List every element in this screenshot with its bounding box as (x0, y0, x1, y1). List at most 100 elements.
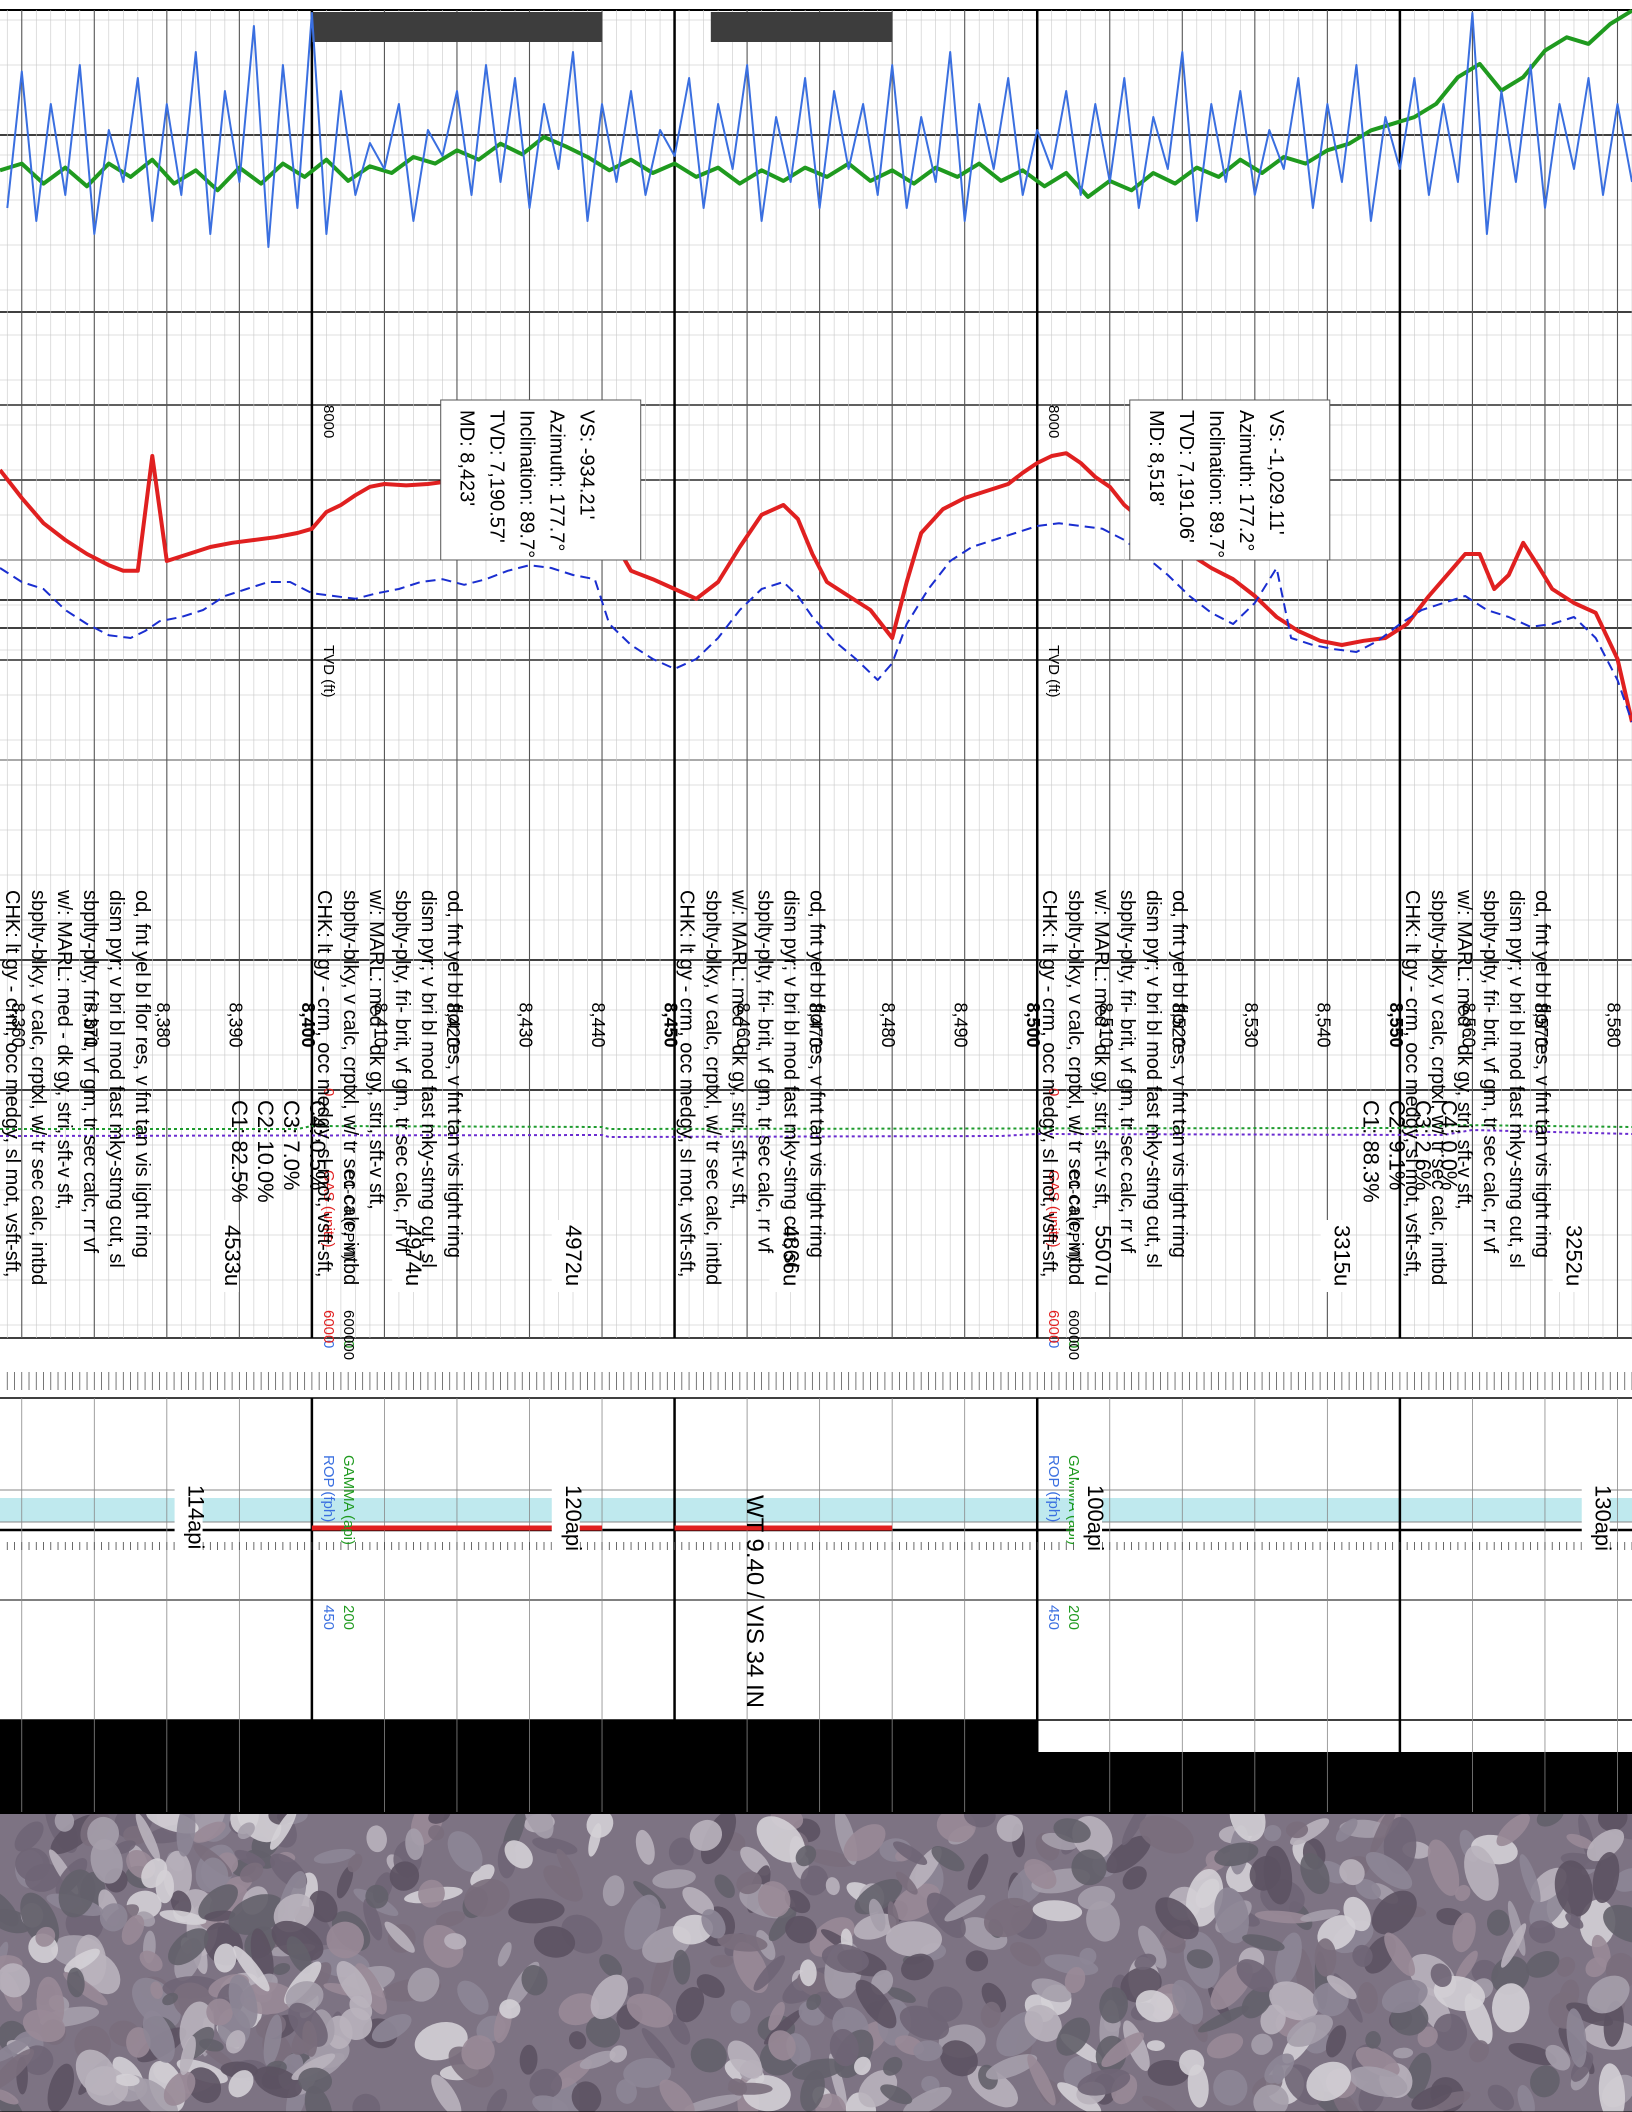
mud-weight-note: WT 9.40 / VIS 34 IN (741, 1495, 768, 1708)
lithology-line: sbplty-blky, v calc, crptxl, w/ tr sec c… (1064, 890, 1086, 1285)
lithology-line: sbplty-plty, fri- brit, vf gm, tr sec ca… (1479, 890, 1501, 1253)
rock-chip (558, 1993, 600, 2026)
rock-chip (1138, 1925, 1167, 1969)
rock-chip (799, 1959, 817, 1987)
rock-chip (800, 1865, 829, 1896)
rock-chip (1053, 1818, 1091, 1843)
rock-chip (206, 1998, 233, 2026)
rock-chip (892, 1883, 940, 1921)
rock-chip (902, 2086, 952, 2112)
rock-chip (753, 1955, 786, 1991)
rock-chip (447, 1831, 483, 1873)
gas-annotation: 4974u (401, 1225, 426, 1286)
lithology-line: sbplty-plty, fri- brit, vf gm, tr sec ca… (391, 890, 413, 1253)
rock-chip (0, 2088, 19, 2105)
rock-chip (684, 2094, 742, 2112)
rock-chip (940, 2040, 978, 2077)
rock-chip (1365, 1852, 1413, 1890)
rock-chip (431, 2074, 462, 2112)
rock-chip (983, 1897, 1034, 1938)
gas-zero: 0 (1045, 1088, 1062, 1096)
rock-chip (1253, 2084, 1289, 2112)
rock-chip (996, 1814, 1024, 1842)
rock-chip (1464, 1845, 1499, 1901)
rock-chip (298, 2067, 333, 2094)
rock-chip (880, 2084, 913, 2105)
rock-chip (308, 1890, 338, 1923)
rock-chip (67, 1967, 85, 1998)
lithology-line: dism pyr; v bri bl mod fast mky-stmg cut… (1142, 890, 1164, 1268)
rock-chip (599, 1954, 623, 1978)
depth-tick-label: 8,570 (1531, 1002, 1551, 1047)
rock-chip (389, 1861, 420, 1891)
rock-chip (885, 1921, 942, 1957)
rock-chip (586, 1810, 614, 1838)
rock-chip (444, 1933, 467, 1950)
c1c4-label: C1-C4 (PPM) (1065, 1170, 1082, 1260)
composition-line: C3: 2.6% (1411, 1100, 1436, 1191)
lithology-line: dism pyr; v bri bl mod fast mky-stmg cut… (417, 890, 439, 1268)
series-c-trace-green (0, 1124, 1632, 1130)
lithology-line: od, fnt yel bl flor res, v fnt tan vis l… (131, 890, 153, 1258)
rock-chip (121, 1914, 145, 1945)
rock-chip (757, 1881, 791, 1918)
composition-line: C4: 0.5% (305, 1100, 330, 1191)
rock-chip (464, 1878, 510, 1917)
rock-chip (428, 1825, 445, 1841)
rock-chip (901, 1953, 934, 1981)
rock-chip (313, 1848, 356, 1864)
rock-chip (1314, 1938, 1337, 1977)
rock-chip (142, 2010, 175, 2063)
rock-chip (1349, 2066, 1408, 2098)
rock-chip (192, 1821, 226, 1843)
rock-chip (602, 1875, 625, 1907)
rock-chip (1556, 1956, 1576, 1977)
series-gas-units- (0, 451, 1632, 723)
rock-chip (579, 2050, 616, 2070)
rock-chip (47, 2063, 75, 2112)
rock-chip (1357, 1982, 1378, 2014)
lithology-line: od, fnt yel bl flor res, v fnt tan vis l… (1168, 890, 1190, 1258)
rock-chip (532, 1837, 578, 1855)
rock-chip (1598, 2063, 1626, 2112)
rock-chip (717, 1933, 768, 1952)
rock-chip (352, 2093, 381, 2112)
lithology-line: sbplty-plty, fri- brit, vf gm, tr sec ca… (1116, 890, 1138, 1253)
rock-chip (1147, 2059, 1189, 2086)
gas-label-box (210, 1220, 239, 1292)
rock-chip (204, 1910, 236, 1922)
rock-chip (1530, 2065, 1560, 2098)
rock-chip (1355, 2046, 1400, 2078)
lithology-line: w/: MARL: med - dk gy, stri, sft-v sft, (1453, 889, 1475, 1210)
rock-chip (1071, 1849, 1107, 1886)
rock-chip (1554, 1860, 1593, 1917)
rock-chip (254, 2066, 302, 2099)
lithology-line: sbplty-plty, fri- brit, vf gm, tr sec ca… (79, 890, 101, 1253)
rock-chip (1325, 2025, 1347, 2058)
rock-chip (168, 1928, 209, 1966)
series-c1-c4-ppm- (0, 522, 1632, 723)
lithology-line: CHK: lt gy - crm, occ medgy, sl mot, vsf… (676, 890, 698, 1277)
rock-chip (609, 2045, 628, 2063)
rock-chip (1491, 1983, 1530, 2033)
rock-chip (200, 1857, 229, 1891)
composition-line: C1: 88.3% (1359, 1100, 1384, 1203)
rock-chip (1411, 2084, 1453, 2110)
rock-chip (302, 2020, 318, 2057)
rock-chip (1290, 1818, 1330, 1846)
gas-annotation: 5507u (1090, 1225, 1115, 1286)
rock-chip (1507, 1900, 1526, 1956)
depth-tick-label: 8,380 (153, 1002, 173, 1047)
gamma-annotation: 100api (1083, 1485, 1108, 1551)
rock-chip (1519, 1854, 1541, 1905)
rock-chip (1384, 1932, 1416, 1977)
gamma-label-box (174, 1480, 203, 1558)
gamma-zero-1: 0 (1045, 1340, 1062, 1348)
gas-label-box (392, 1220, 421, 1292)
rock-chip (176, 1802, 196, 1857)
depth-tick-label: 8,500 (1023, 1002, 1043, 1047)
rock-chip (1566, 1833, 1594, 1849)
rock-chip (855, 1979, 897, 2029)
rock-chip (14, 1821, 44, 1852)
gamma-label-box (551, 1480, 580, 1558)
